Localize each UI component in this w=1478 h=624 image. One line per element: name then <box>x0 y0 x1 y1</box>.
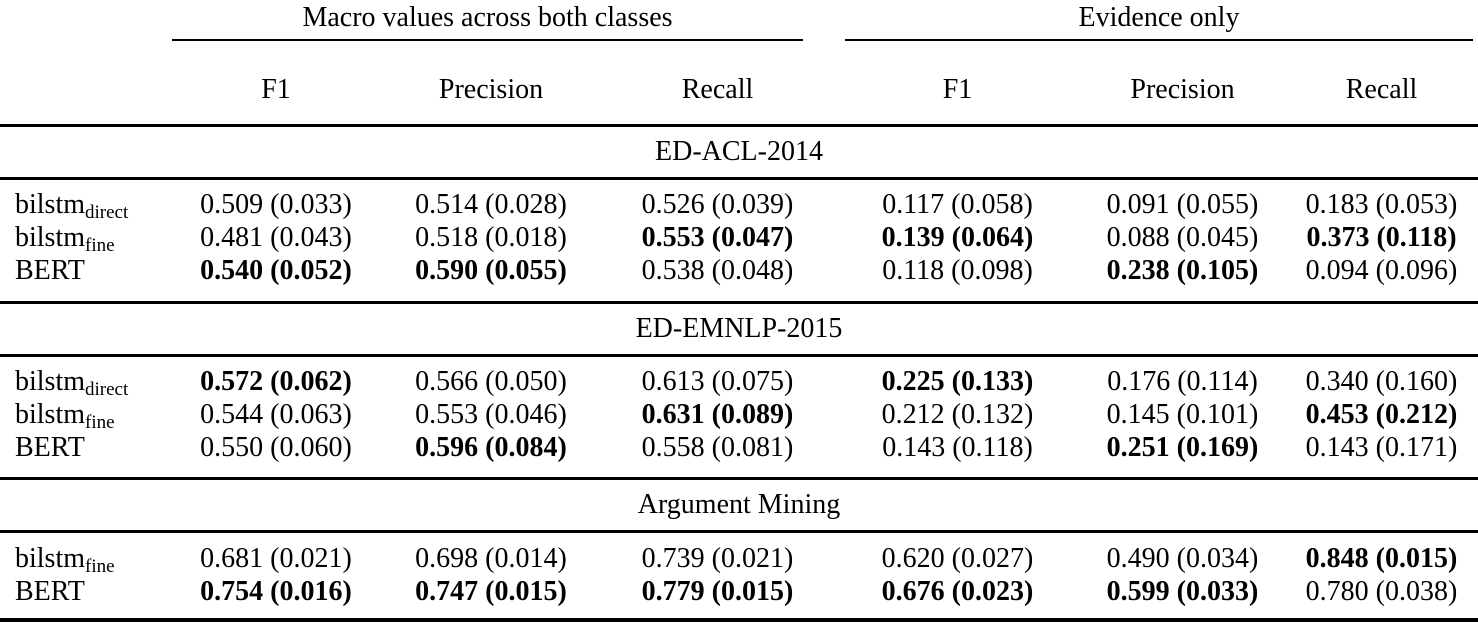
metric-cell: 0.631 (0.089) <box>641 399 794 430</box>
row-label-spacer <box>0 72 170 108</box>
metric-cell: 0.212 (0.132) <box>881 399 1034 430</box>
rule <box>0 354 1478 357</box>
column-header-precision-evidence: Precision <box>1130 74 1235 105</box>
model-label: bilstmdirect <box>15 366 129 400</box>
column-header-f1-evidence: F1 <box>942 74 973 105</box>
metric-cell: 0.251 (0.169) <box>1106 432 1259 463</box>
metric-cell: 0.091 (0.055) <box>1106 189 1259 220</box>
metric-cell: 0.373 (0.118) <box>1306 222 1457 253</box>
column-header-f1-macro: F1 <box>261 74 291 105</box>
metric-cell: 0.176 (0.114) <box>1107 366 1258 397</box>
metric-cell: 0.481 (0.043) <box>200 222 352 253</box>
metric-cell: 0.553 (0.047) <box>641 222 794 253</box>
metric-cell: 0.558 (0.081) <box>641 432 794 463</box>
metric-cell: 0.590 (0.055) <box>415 255 567 286</box>
section-rows-ed-emnlp-2015: bilstmdirect 0.572 (0.062) 0.566 (0.050)… <box>0 357 1478 477</box>
group-underline-evidence <box>845 39 1473 41</box>
model-label: bilstmdirect <box>15 189 129 223</box>
metric-cell: 0.613 (0.075) <box>641 366 794 397</box>
section-rows-argument-mining: bilstmfine 0.681 (0.021) 0.698 (0.014) 0… <box>0 533 1478 618</box>
group-underline-macro <box>172 39 803 41</box>
rule <box>0 177 1478 180</box>
model-label: bilstmfine <box>15 222 115 256</box>
metric-cell: 0.094 (0.096) <box>1305 255 1458 286</box>
dataset-title-ed-acl-2014: ED-ACL-2014 <box>655 136 823 167</box>
metric-cell: 0.698 (0.014) <box>415 543 567 574</box>
metric-cell: 0.143 (0.118) <box>882 432 1033 463</box>
table-row: BERT 0.540 (0.052) 0.590 (0.055) 0.538 (… <box>0 254 1478 287</box>
column-header-row: F1 Precision Recall F1 Precision Recall <box>0 72 1478 108</box>
metric-cell: 0.118 (0.098) <box>882 255 1033 286</box>
column-header-recall-evidence: Recall <box>1345 74 1418 105</box>
model-label: BERT <box>15 432 85 463</box>
metric-cell: 0.453 (0.212) <box>1305 399 1458 430</box>
metric-cell: 0.681 (0.021) <box>200 543 352 574</box>
model-label: BERT <box>15 255 85 286</box>
table-row: BERT 0.550 (0.060) 0.596 (0.084) 0.558 (… <box>0 431 1478 464</box>
table-row: bilstmfine 0.544 (0.063) 0.553 (0.046) 0… <box>0 398 1478 433</box>
group-header-evidence: Evidence only <box>1078 2 1240 33</box>
rule <box>0 477 1478 480</box>
metric-cell: 0.183 (0.053) <box>1305 189 1458 220</box>
metric-cell: 0.509 (0.033) <box>200 189 352 220</box>
metric-cell: 0.572 (0.062) <box>200 366 352 397</box>
dataset-title-ed-emnlp-2015: ED-EMNLP-2015 <box>635 313 843 344</box>
table-row: bilstmfine 0.681 (0.021) 0.698 (0.014) 0… <box>0 542 1478 577</box>
model-label: bilstmfine <box>15 399 115 433</box>
metric-cell: 0.490 (0.034) <box>1106 543 1259 574</box>
rule <box>0 301 1478 304</box>
metric-cell: 0.518 (0.018) <box>415 222 567 253</box>
metric-cell: 0.225 (0.133) <box>881 366 1034 397</box>
metric-cell: 0.620 (0.027) <box>881 543 1034 574</box>
metric-cell: 0.117 (0.058) <box>882 189 1033 220</box>
metric-cell: 0.238 (0.105) <box>1106 255 1259 286</box>
metric-cell: 0.088 (0.045) <box>1106 222 1259 253</box>
metric-cell: 0.780 (0.038) <box>1305 576 1458 607</box>
metric-cell: 0.566 (0.050) <box>415 366 567 397</box>
rule-top <box>0 124 1478 127</box>
metric-cell: 0.599 (0.033) <box>1106 576 1259 607</box>
model-label: bilstmfine <box>15 543 115 577</box>
metric-cell: 0.747 (0.015) <box>415 576 567 607</box>
metric-cell: 0.340 (0.160) <box>1305 366 1458 397</box>
table-header: Macro values across both classes Evidenc… <box>0 0 1478 124</box>
column-header-recall-macro: Recall <box>681 74 754 105</box>
metric-cell: 0.540 (0.052) <box>200 255 352 286</box>
metric-cell: 0.754 (0.016) <box>200 576 352 607</box>
rule-bottom <box>0 618 1478 622</box>
metric-cell: 0.544 (0.063) <box>200 399 352 430</box>
table-row: bilstmdirect 0.572 (0.062) 0.566 (0.050)… <box>0 365 1478 400</box>
table-row: BERT 0.754 (0.016) 0.747 (0.015) 0.779 (… <box>0 575 1478 608</box>
group-header-macro: Macro values across both classes <box>302 2 673 33</box>
metric-cell: 0.538 (0.048) <box>641 255 794 286</box>
metric-cell: 0.526 (0.039) <box>641 189 794 220</box>
metric-cell: 0.553 (0.046) <box>415 399 567 430</box>
metric-cell: 0.676 (0.023) <box>881 576 1034 607</box>
section-rows-ed-acl-2014: bilstmdirect 0.509 (0.033) 0.514 (0.028)… <box>0 180 1478 301</box>
column-header-precision-macro: Precision <box>438 74 544 105</box>
metric-cell: 0.514 (0.028) <box>415 189 567 220</box>
metric-cell: 0.550 (0.060) <box>200 432 352 463</box>
dataset-title-argument-mining: Argument Mining <box>637 489 841 520</box>
metric-cell: 0.739 (0.021) <box>641 543 794 574</box>
rule <box>0 530 1478 533</box>
table-row: bilstmdirect 0.509 (0.033) 0.514 (0.028)… <box>0 188 1478 223</box>
metric-cell: 0.145 (0.101) <box>1106 399 1259 430</box>
model-label: BERT <box>15 576 85 607</box>
metric-cell: 0.848 (0.015) <box>1305 543 1458 574</box>
metric-cell: 0.596 (0.084) <box>415 432 567 463</box>
metric-cell: 0.143 (0.171) <box>1305 432 1458 463</box>
metric-cell: 0.139 (0.064) <box>881 222 1034 253</box>
metric-cell: 0.779 (0.015) <box>641 576 794 607</box>
table-row: bilstmfine 0.481 (0.043) 0.518 (0.018) 0… <box>0 221 1478 256</box>
